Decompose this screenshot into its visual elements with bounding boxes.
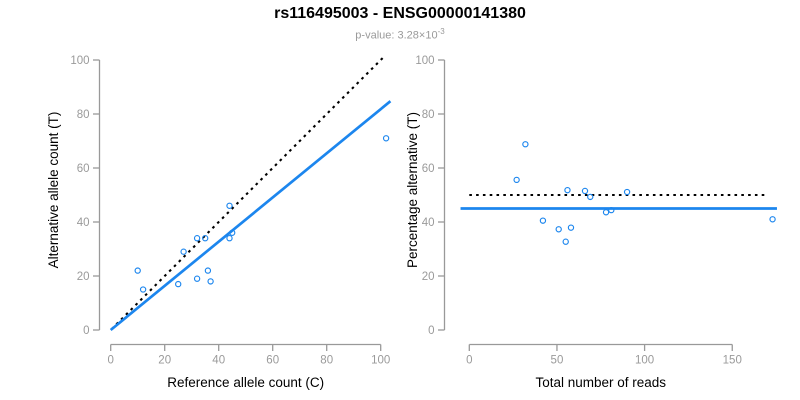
y-tick-label: 0	[83, 325, 89, 337]
data-point	[581, 187, 589, 195]
y-tick-label: 60	[422, 163, 435, 175]
y-tick-label: 100	[70, 55, 89, 67]
data-point	[226, 202, 233, 209]
x-tick-label: 60	[266, 355, 279, 367]
y-axis-title: Alternative allele count (T)	[46, 112, 61, 269]
x-tick-label: 150	[723, 355, 742, 367]
y-axis-title: Percentage alternative (T)	[405, 112, 420, 268]
x-axis-title: Total number of reads	[535, 375, 666, 390]
pvalue-exponent: -3	[437, 27, 445, 36]
y-tick-label: 40	[77, 217, 90, 229]
data-point	[539, 217, 547, 224]
data-point	[180, 248, 187, 255]
y-tick-label: 20	[77, 271, 90, 283]
y-tick-label: 80	[77, 109, 90, 121]
data-point	[567, 224, 575, 231]
y-tick-label: 40	[422, 217, 435, 229]
data-point	[522, 141, 529, 148]
data-point	[193, 275, 201, 282]
data-point	[134, 267, 141, 274]
data-point	[513, 176, 520, 184]
x-tick-label: 50	[551, 355, 564, 367]
y-tick-label: 100	[415, 55, 434, 67]
fit-line	[109, 100, 392, 332]
data-point	[175, 280, 182, 288]
x-tick-label: 80	[320, 355, 333, 367]
y-tick-label: 60	[77, 163, 90, 175]
data-point	[623, 188, 631, 196]
data-point	[564, 186, 571, 194]
data-point	[587, 193, 594, 201]
data-point	[139, 286, 147, 293]
x-axis-title: Reference allele count (C)	[167, 375, 324, 390]
data-point	[602, 209, 610, 216]
x-tick-label: 100	[371, 355, 390, 367]
data-point	[555, 226, 562, 233]
identity-line	[110, 55, 385, 330]
x-tick-label: 20	[158, 355, 171, 367]
data-point	[562, 238, 569, 245]
data-point	[193, 235, 201, 242]
allele-counts-scatter: 0 20 40 60 80 100 0 20 40 60 80 100 Reference allele…	[46, 55, 392, 390]
y-tick-label: 0	[428, 325, 434, 337]
data-point	[207, 278, 214, 285]
figure-title: rs116495003 - ENSG00000141380	[274, 5, 526, 22]
percentage-alternative-scatter: 0 20 40 60 80 100 0 50 100 150 Total number of rea…	[405, 55, 777, 390]
data-point	[204, 267, 212, 274]
data-point	[229, 229, 236, 236]
figure-subtitle: p-value: 3.28×10-3	[0, 27, 800, 42]
y-tick-label: 20	[422, 271, 435, 283]
x-tick-label: 0	[107, 355, 113, 367]
x-tick-label: 100	[635, 355, 654, 367]
data-point	[226, 235, 233, 242]
pvalue-text: p-value: 3.28×10	[355, 29, 438, 42]
x-tick-label: 40	[212, 355, 225, 367]
data-point	[769, 216, 776, 223]
data-point	[608, 206, 615, 214]
data-point	[202, 235, 209, 242]
data-point	[382, 135, 390, 142]
x-tick-label: 0	[466, 355, 472, 367]
y-tick-label: 80	[422, 109, 435, 121]
